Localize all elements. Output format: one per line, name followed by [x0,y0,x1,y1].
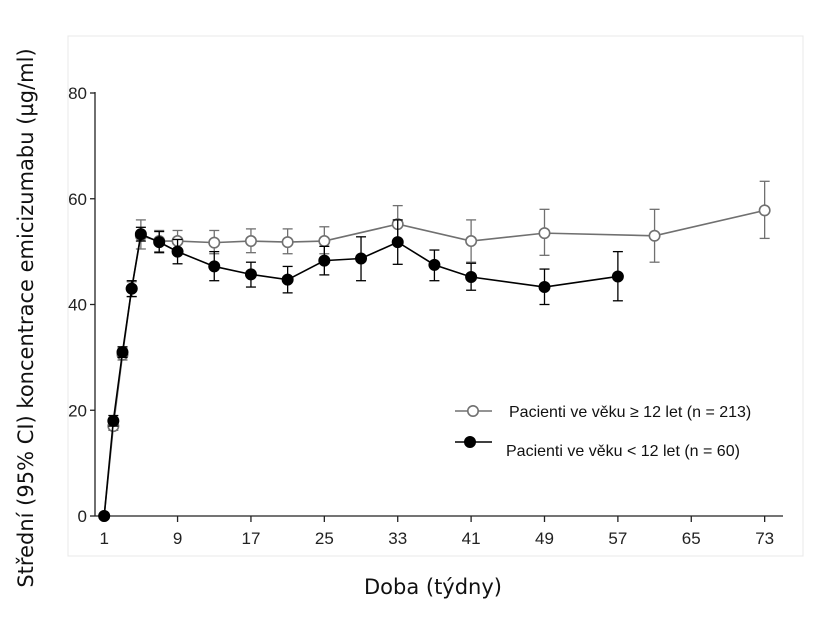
axes: 0 20 40 60 80 1 9 17 25 33 41 49 57 65 73 [68,84,783,548]
data-point [98,510,111,522]
legend-marker-older [466,404,479,417]
data-point [208,236,221,249]
data-point [465,235,478,248]
x-tick-label: 49 [535,529,554,548]
data-point [171,245,184,258]
data-point [428,258,441,271]
x-tick-label: 17 [241,529,260,548]
legend-label-older: Pacienti ve věku ≥ 12 let (n = 213) [509,404,751,421]
x-tick-label: 41 [462,529,481,548]
data-point [391,236,404,249]
data-point [153,236,166,249]
y-tick-label: 60 [68,190,87,209]
legend-marker-younger [464,436,476,448]
y-tick-label: 80 [68,84,87,103]
x-tick-label: 73 [755,529,774,548]
x-axis-title: Doba (týdny) [364,575,502,599]
data-point [281,273,294,286]
x-tick-label: 1 [99,529,108,548]
data-point [107,414,120,427]
data-point [355,252,368,265]
x-tick-label: 33 [388,529,407,548]
data-point [465,271,478,284]
data-point [318,235,331,248]
data-point [758,204,771,217]
data-point [208,260,221,273]
series-0 [98,180,771,522]
data-point [116,346,129,359]
x-tick-label: 9 [173,529,182,548]
x-tick-label: 25 [315,529,334,548]
data-point [648,229,661,242]
series-1 [98,219,624,522]
y-tick-label: 20 [68,401,87,420]
y-tick-label: 40 [68,296,87,315]
data-point [538,227,551,240]
data-point [318,254,331,267]
legend: Pacienti ve věku ≥ 12 let (n = 213) Paci… [455,404,751,460]
y-axis-title: Střední (95% CI) koncentrace emicizumabu… [14,48,38,587]
data-point [538,281,551,294]
data-point [125,282,138,295]
data-point [244,268,257,281]
x-tick-label: 65 [682,529,701,548]
y-tick-label: 0 [78,507,87,526]
legend-label-younger: Pacienti ve věku < 12 let (n = 60) [506,443,740,460]
series-layer [98,180,771,522]
data-point [611,270,624,283]
x-tick-label: 57 [608,529,627,548]
data-point [281,236,294,249]
plot-frame [67,35,804,557]
data-point [134,228,147,241]
data-point [244,235,257,248]
